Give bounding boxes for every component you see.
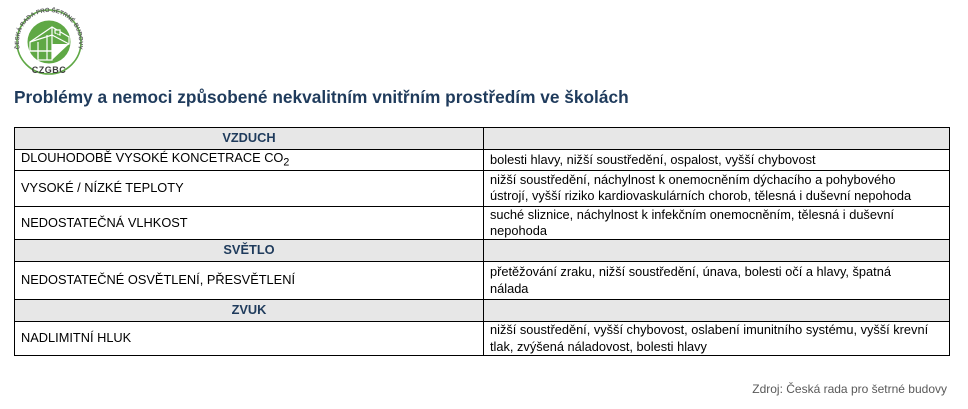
svg-text:A: A (56, 30, 59, 35)
svg-text:CZGBC: CZGBC (32, 65, 67, 75)
